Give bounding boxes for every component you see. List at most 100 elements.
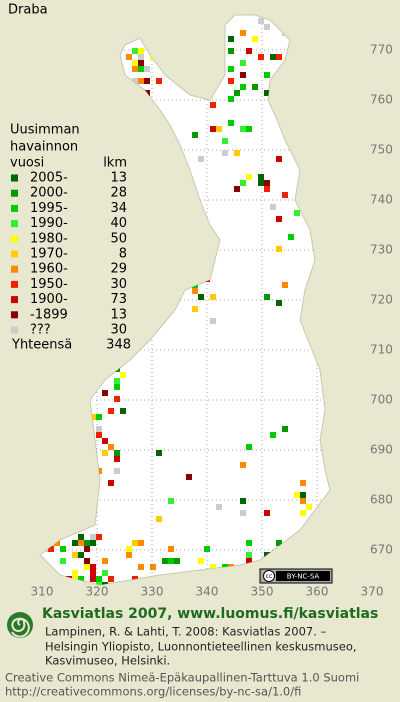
observation-square bbox=[246, 540, 252, 546]
license-url: http://creativecommons.org/licenses/by-n… bbox=[5, 685, 301, 699]
legend-label: 2000- bbox=[30, 186, 68, 201]
observation-square bbox=[192, 132, 198, 138]
observation-square bbox=[210, 102, 216, 108]
legend-count: 13 bbox=[110, 171, 127, 186]
observation-square bbox=[300, 510, 306, 516]
observation-square bbox=[276, 300, 282, 306]
observation-square bbox=[132, 576, 138, 582]
observation-square bbox=[234, 90, 240, 96]
legend-total-count: 348 bbox=[106, 338, 131, 353]
observation-square bbox=[138, 564, 144, 570]
legend-label: 1970- bbox=[30, 247, 68, 262]
observation-square bbox=[60, 546, 66, 552]
legend-count: 28 bbox=[110, 186, 127, 201]
legend-count: 8 bbox=[119, 247, 127, 262]
observation-square bbox=[216, 126, 222, 132]
legend-label: 2005- bbox=[30, 171, 68, 186]
y-label: 730 bbox=[370, 243, 393, 257]
legend-label: 1960- bbox=[30, 262, 68, 277]
observation-square bbox=[264, 72, 270, 78]
observation-square bbox=[84, 558, 90, 564]
observation-square bbox=[240, 126, 246, 132]
observation-square bbox=[276, 246, 282, 252]
observation-square bbox=[276, 156, 282, 162]
observation-square bbox=[192, 306, 198, 312]
observation-square bbox=[126, 546, 132, 552]
observation-square bbox=[228, 66, 234, 72]
legend-label: 1980- bbox=[30, 231, 68, 246]
observation-square bbox=[48, 546, 54, 552]
observation-square bbox=[306, 504, 312, 510]
observation-square bbox=[234, 150, 240, 156]
observation-square bbox=[114, 378, 120, 384]
observation-square bbox=[150, 564, 156, 570]
x-label: 310 bbox=[31, 585, 54, 599]
x-label: 340 bbox=[196, 585, 219, 599]
legend-count: 30 bbox=[110, 323, 127, 338]
legend-swatch bbox=[11, 204, 18, 212]
observation-square bbox=[102, 390, 108, 396]
observation-square bbox=[108, 408, 114, 414]
observation-square bbox=[90, 534, 96, 540]
observation-square bbox=[78, 576, 84, 582]
observation-square bbox=[264, 180, 270, 186]
observation-square bbox=[264, 294, 270, 300]
observation-square bbox=[132, 48, 138, 54]
x-label: 360 bbox=[306, 585, 329, 599]
logo-spiral bbox=[11, 617, 30, 638]
badge-license: BY-NC-SA bbox=[287, 573, 320, 581]
observation-square bbox=[300, 498, 306, 504]
observation-square bbox=[300, 492, 306, 498]
y-label: 700 bbox=[370, 393, 393, 407]
observation-square bbox=[144, 78, 150, 84]
observation-square bbox=[264, 90, 270, 96]
observation-square bbox=[138, 48, 144, 54]
observation-square bbox=[276, 540, 282, 546]
observation-square bbox=[90, 576, 96, 582]
legend: 2005- 13 2000- 28 1995- 34 1990- 40 1980- 50 1970-… bbox=[11, 171, 131, 353]
cc-badge: cc BY-NC-SA bbox=[259, 568, 333, 584]
y-label: 740 bbox=[370, 193, 393, 207]
observation-square bbox=[90, 570, 96, 576]
legend-label: 1950- bbox=[30, 277, 68, 292]
observation-square bbox=[102, 438, 108, 444]
legend-count: 29 bbox=[110, 262, 127, 277]
observation-square bbox=[228, 78, 234, 84]
observation-square bbox=[78, 552, 84, 558]
observation-square bbox=[204, 546, 210, 552]
legend-swatch bbox=[11, 311, 18, 319]
observation-square bbox=[114, 396, 120, 402]
observation-square bbox=[84, 546, 90, 552]
observation-square bbox=[138, 54, 144, 60]
observation-square bbox=[162, 558, 168, 564]
observation-square bbox=[132, 66, 138, 72]
observation-square bbox=[210, 126, 216, 132]
legend-label: 1900- bbox=[30, 292, 68, 307]
observation-square bbox=[234, 186, 240, 192]
observation-square bbox=[120, 372, 126, 378]
observation-square bbox=[264, 186, 270, 192]
observation-square bbox=[156, 78, 162, 84]
x-label: 330 bbox=[141, 585, 164, 599]
legend-swatch bbox=[11, 220, 18, 228]
footer-heading: Kasviatlas 2007, www.luomus.fi/kasviatla… bbox=[42, 606, 378, 622]
observation-square bbox=[258, 180, 264, 186]
observation-square bbox=[240, 30, 246, 36]
observation-square bbox=[114, 456, 120, 462]
legend-col-header: vuosi bbox=[10, 156, 44, 171]
observation-square bbox=[270, 432, 276, 438]
observation-square bbox=[132, 78, 138, 84]
legend-label: 1995- bbox=[30, 201, 68, 216]
observation-square bbox=[60, 558, 66, 564]
observation-square bbox=[72, 540, 78, 546]
legend-swatch bbox=[11, 265, 18, 273]
observation-square bbox=[108, 480, 114, 486]
observation-square bbox=[96, 468, 102, 474]
legend-swatch bbox=[11, 250, 18, 258]
observation-square bbox=[270, 54, 276, 60]
observation-square bbox=[240, 180, 246, 186]
legend-swatch bbox=[11, 280, 18, 288]
observation-square bbox=[300, 480, 306, 486]
observation-square bbox=[186, 474, 192, 480]
observation-square bbox=[156, 516, 162, 522]
